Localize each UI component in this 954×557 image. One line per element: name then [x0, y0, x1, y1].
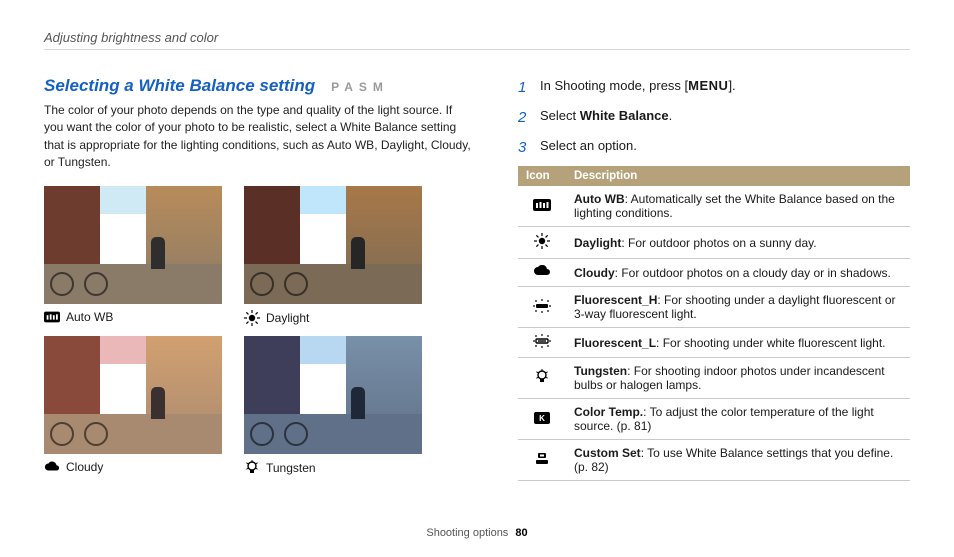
row-icon-cell: K: [518, 399, 566, 440]
row-icon-cell: [518, 358, 566, 399]
row-desc-cell: Auto WB: Automatically set the White Bal…: [566, 186, 910, 227]
example-daylight: Daylight: [244, 186, 424, 326]
example-photo: [244, 336, 422, 454]
table-row: Auto WB: Automatically set the White Bal…: [518, 186, 910, 227]
footer-page: 80: [515, 527, 527, 539]
table-row: Tungsten: For shooting indoor photos und…: [518, 358, 910, 399]
bulb-icon: [535, 369, 549, 385]
example-label: Cloudy: [66, 460, 103, 474]
left-column: Selecting a White Balance setting PASM T…: [44, 76, 472, 481]
row-desc-cell: Custom Set: To use White Balance setting…: [566, 440, 910, 481]
example-grid: Auto WB Daylight: [44, 186, 472, 476]
page-title: Selecting a White Balance setting: [44, 76, 315, 96]
fluoH-icon: [533, 299, 551, 313]
table-row: Custom Set: To use White Balance setting…: [518, 440, 910, 481]
step-2: 2 Select White Balance.: [518, 106, 910, 130]
mode-badges: PASM: [331, 80, 389, 94]
row-icon-cell: [518, 259, 566, 287]
content-columns: Selecting a White Balance setting PASM T…: [44, 76, 910, 481]
row-desc-cell: Daylight: For outdoor photos on a sunny …: [566, 227, 910, 259]
example-photo: [44, 186, 222, 304]
col-description: Description: [566, 166, 910, 186]
table-row: Fluorescent_H: For shooting under a dayl…: [518, 287, 910, 328]
step-number: 1: [518, 76, 532, 100]
row-desc-cell: Fluorescent_L: For shooting under white …: [566, 328, 910, 358]
sun-icon: [244, 310, 260, 326]
col-icon: Icon: [518, 166, 566, 186]
table-row: Cloudy: For outdoor photos on a cloudy d…: [518, 259, 910, 287]
cloud-icon: [533, 265, 551, 277]
divider: [44, 49, 910, 50]
step-text: Select an option.: [540, 136, 637, 160]
example-auto wb: Auto WB: [44, 186, 224, 326]
row-icon-cell: [518, 186, 566, 227]
page-footer: Shooting options 80: [0, 527, 954, 539]
row-desc-cell: Tungsten: For shooting indoor photos und…: [566, 358, 910, 399]
svg-text:K: K: [539, 414, 545, 423]
step-number: 3: [518, 136, 532, 160]
footer-section: Shooting options: [426, 527, 508, 539]
row-desc-cell: Color Temp.: To adjust the color tempera…: [566, 399, 910, 440]
bulb-icon: [244, 460, 260, 476]
step-number: 2: [518, 106, 532, 130]
example-photo: [244, 186, 422, 304]
fluoL-icon: [533, 334, 551, 348]
cloud-icon: [44, 461, 60, 473]
step-3: 3 Select an option.: [518, 136, 910, 160]
menu-key: MENU: [688, 78, 728, 93]
example-label: Tungsten: [266, 461, 316, 475]
example-tungsten: Tungsten: [244, 336, 424, 476]
sun-icon: [534, 233, 550, 249]
intro-text: The color of your photo depends on the t…: [44, 102, 472, 172]
example-label: Daylight: [266, 311, 309, 325]
step-text: In Shooting mode, press [MENU].: [540, 76, 736, 100]
awb-icon: [533, 199, 551, 211]
step-text: Select White Balance.: [540, 106, 672, 130]
row-icon-cell: [518, 227, 566, 259]
row-icon-cell: [518, 440, 566, 481]
row-desc-cell: Cloudy: For outdoor photos on a cloudy d…: [566, 259, 910, 287]
custom-icon: [534, 452, 550, 466]
example-cloudy: Cloudy: [44, 336, 224, 476]
row-icon-cell: [518, 328, 566, 358]
k-icon: K: [534, 412, 550, 424]
steps-list: 1 In Shooting mode, press [MENU]. 2 Sele…: [518, 76, 910, 160]
example-label: Auto WB: [66, 310, 113, 324]
step-1: 1 In Shooting mode, press [MENU].: [518, 76, 910, 100]
awb-icon: [44, 311, 60, 323]
table-row: Daylight: For outdoor photos on a sunny …: [518, 227, 910, 259]
row-desc-cell: Fluorescent_H: For shooting under a dayl…: [566, 287, 910, 328]
wb-options-table: Icon Description Auto WB: Automatically …: [518, 166, 910, 481]
row-icon-cell: [518, 287, 566, 328]
example-photo: [44, 336, 222, 454]
table-row: Fluorescent_L: For shooting under white …: [518, 328, 910, 358]
right-column: 1 In Shooting mode, press [MENU]. 2 Sele…: [518, 76, 910, 481]
section-header: Adjusting brightness and color: [44, 30, 910, 45]
table-row: K Color Temp.: To adjust the color tempe…: [518, 399, 910, 440]
